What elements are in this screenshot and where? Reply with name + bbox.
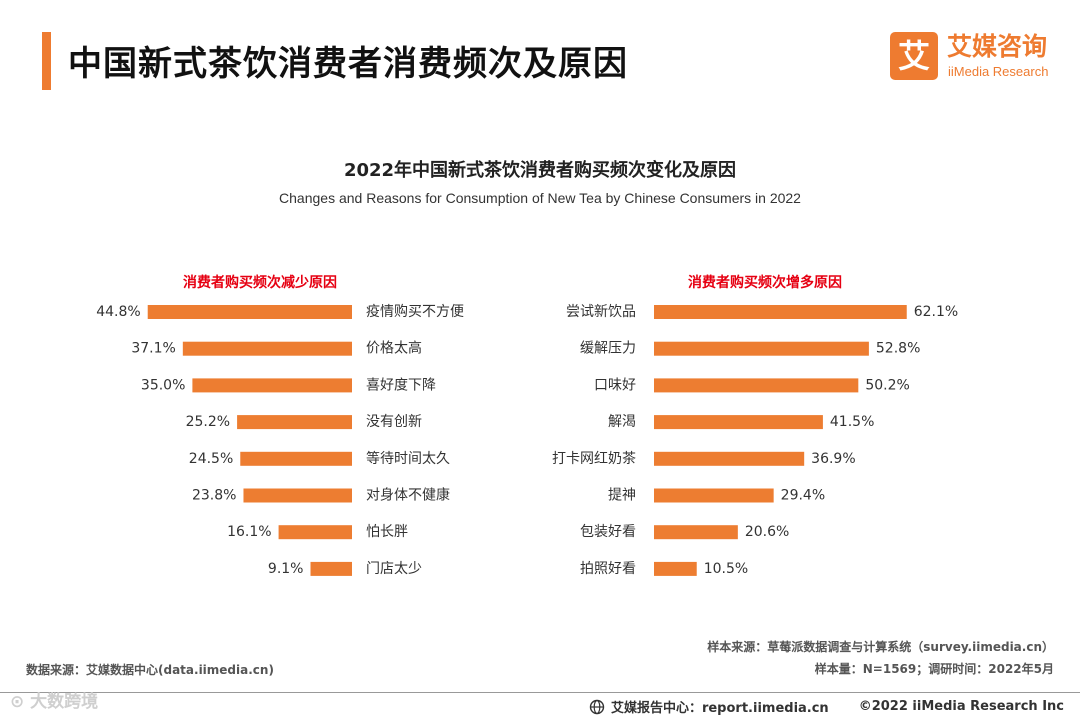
left-bar-7 bbox=[278, 525, 352, 540]
logo-chinese-name: 艾媒咨询 bbox=[947, 32, 1048, 61]
left-bar-8 bbox=[310, 561, 352, 576]
left-value-label-4: 25.2% bbox=[186, 414, 230, 430]
left-value-label-5: 24.5% bbox=[189, 451, 233, 467]
left-category-label-6: 对身体不健康 bbox=[366, 487, 450, 504]
copyright: ©2022 iiMedia Research Inc bbox=[858, 699, 1064, 714]
right-bar-2 bbox=[654, 341, 869, 356]
right-bar-1 bbox=[654, 305, 907, 319]
right-panel-title: 消费者购买频次增多原因 bbox=[688, 274, 842, 291]
left-value-label-7: 16.1% bbox=[227, 524, 271, 540]
report-center-link[interactable]: 艾媒报告中心：report.iimedia.cn bbox=[610, 701, 829, 716]
right-category-label-3: 口味好 bbox=[594, 377, 636, 393]
footer-info: 艾媒报告中心：report.iimedia.cn ©2022 iiMedia R… bbox=[589, 697, 1064, 716]
sample-info: 样本来源：草莓派数据调查与计算系统（survey.iimedia.cn） 样本量… bbox=[707, 636, 1054, 680]
right-value-label-2: 52.8% bbox=[876, 341, 920, 357]
right-category-label-2: 缓解压力 bbox=[580, 341, 636, 357]
right-category-label-8: 拍照好看 bbox=[580, 561, 636, 577]
right-value-label-4: 41.5% bbox=[830, 414, 874, 430]
right-value-label-1: 62.1% bbox=[914, 304, 958, 320]
left-category-label-2: 价格太高 bbox=[366, 340, 422, 357]
left-category-label-8: 门店太少 bbox=[366, 561, 422, 577]
right-value-label-3: 50.2% bbox=[865, 377, 909, 393]
right-bar-7 bbox=[654, 525, 738, 540]
chart-title: 2022年中国新式茶饮消费者购买频次变化及原因 bbox=[343, 160, 737, 181]
logo-mark: 艾 bbox=[890, 32, 938, 80]
right-bar-4 bbox=[654, 415, 823, 430]
left-value-label-6: 23.8% bbox=[192, 488, 236, 504]
bar-chart: 消费者购买频次减少原因 44.8% 疫情购买不方便 37.1% 价格太高 35.0% 喜好度… bbox=[96, 274, 958, 577]
left-bar-5 bbox=[240, 451, 352, 466]
left-category-label-1: 疫情购买不方便 bbox=[366, 304, 464, 320]
right-value-label-5: 36.9% bbox=[811, 451, 855, 467]
right-value-label-6: 29.4% bbox=[781, 488, 825, 504]
right-value-label-8: 10.5% bbox=[704, 561, 748, 577]
left-category-label-5: 等待时间太久 bbox=[366, 450, 450, 467]
globe-icon bbox=[589, 699, 605, 714]
left-panel-title: 消费者购买频次减少原因 bbox=[183, 274, 337, 291]
left-bar-6 bbox=[243, 488, 352, 503]
right-category-label-1: 尝试新饮品 bbox=[566, 304, 636, 320]
right-bar-5 bbox=[654, 451, 805, 466]
left-value-label-3: 35.0% bbox=[141, 377, 185, 393]
left-value-label-1: 44.8% bbox=[96, 304, 140, 320]
left-bar-1 bbox=[147, 305, 352, 319]
data-source: 数据来源：艾媒数据中心(data.iimedia.cn) bbox=[26, 663, 274, 677]
right-bar-8 bbox=[654, 561, 697, 576]
left-value-label-8: 9.1% bbox=[268, 561, 304, 577]
right-category-label-4: 解渴 bbox=[608, 414, 636, 430]
left-bar-4 bbox=[237, 415, 352, 430]
right-bar-6 bbox=[654, 488, 774, 503]
right-value-label-7: 20.6% bbox=[745, 524, 789, 540]
logo-english-name: iiMedia Research bbox=[948, 64, 1049, 79]
footer-divider bbox=[0, 692, 1080, 693]
left-bar-3 bbox=[192, 378, 352, 393]
iimedia-logo: 艾 艾媒咨询 iiMedia Research bbox=[890, 32, 1070, 84]
right-bar-3 bbox=[654, 378, 859, 393]
left-category-label-4: 没有创新 bbox=[366, 414, 422, 430]
sample-source: 样本来源：草莓派数据调查与计算系统（survey.iimedia.cn） bbox=[707, 640, 1054, 654]
chart-subtitle: Changes and Reasons for Consumption of N… bbox=[279, 190, 801, 206]
right-category-label-7: 包装好看 bbox=[580, 524, 636, 540]
right-category-label-6: 提神 bbox=[608, 488, 636, 504]
sample-size: 样本量：N=1569；调研时间：2022年5月 bbox=[814, 662, 1054, 676]
watermark: ⊙ 大数跨境 bbox=[10, 692, 99, 712]
left-bar-2 bbox=[182, 341, 352, 356]
left-category-label-7: 怕长胖 bbox=[366, 524, 408, 540]
page-title: 中国新式茶饮消费者消费频次及原因 bbox=[68, 44, 628, 84]
title-accent-bar bbox=[42, 32, 51, 90]
right-category-label-5: 打卡网红奶茶 bbox=[552, 450, 636, 467]
left-value-label-2: 37.1% bbox=[131, 341, 175, 357]
left-category-label-3: 喜好度下降 bbox=[366, 377, 436, 393]
